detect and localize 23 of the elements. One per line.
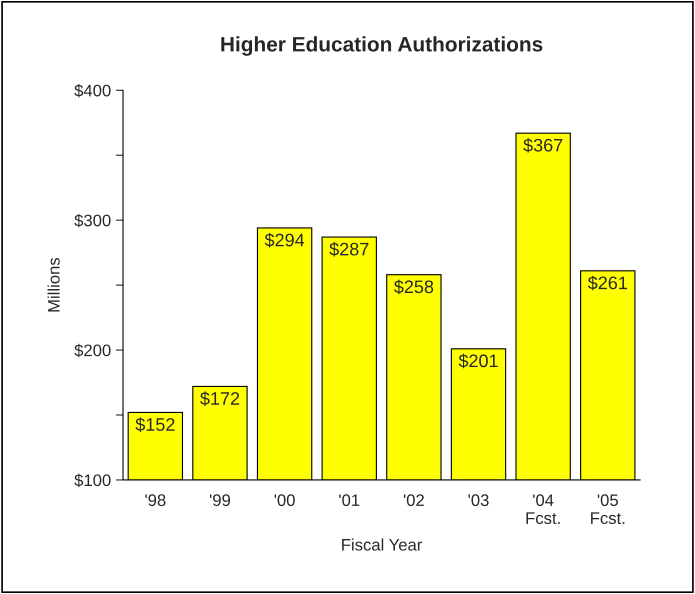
data-label: $287 (329, 242, 368, 257)
chart-title: Higher Education Authorizations (221, 36, 542, 56)
y-tick-label: $100 (74, 474, 111, 488)
y-axis-title: Millions (47, 258, 60, 312)
x-tick-label: '99 (210, 494, 230, 506)
y-tick-label: $300 (74, 214, 111, 228)
data-label: $261 (588, 276, 627, 290)
data-label: $294 (264, 232, 304, 248)
data-label: $201 (458, 354, 498, 368)
x-axis-title: Fiscal Year (342, 538, 422, 551)
x-tick-label: '04 Fcst. (526, 494, 560, 524)
data-label: $367 (523, 138, 562, 153)
data-label: $172 (200, 391, 240, 406)
data-label: $152 (135, 417, 175, 432)
y-tick-label: $200 (74, 344, 111, 358)
x-tick-label: '05 Fcst. (591, 494, 624, 524)
x-tick-label: '98 (145, 494, 166, 506)
x-tick-label: '00 (274, 494, 295, 506)
x-tick-label: '03 (468, 494, 489, 506)
y-tick-label: $400 (74, 84, 111, 98)
x-tick-label: '02 (404, 494, 424, 506)
data-label: $258 (394, 280, 434, 294)
x-tick-label: '01 (339, 494, 360, 506)
